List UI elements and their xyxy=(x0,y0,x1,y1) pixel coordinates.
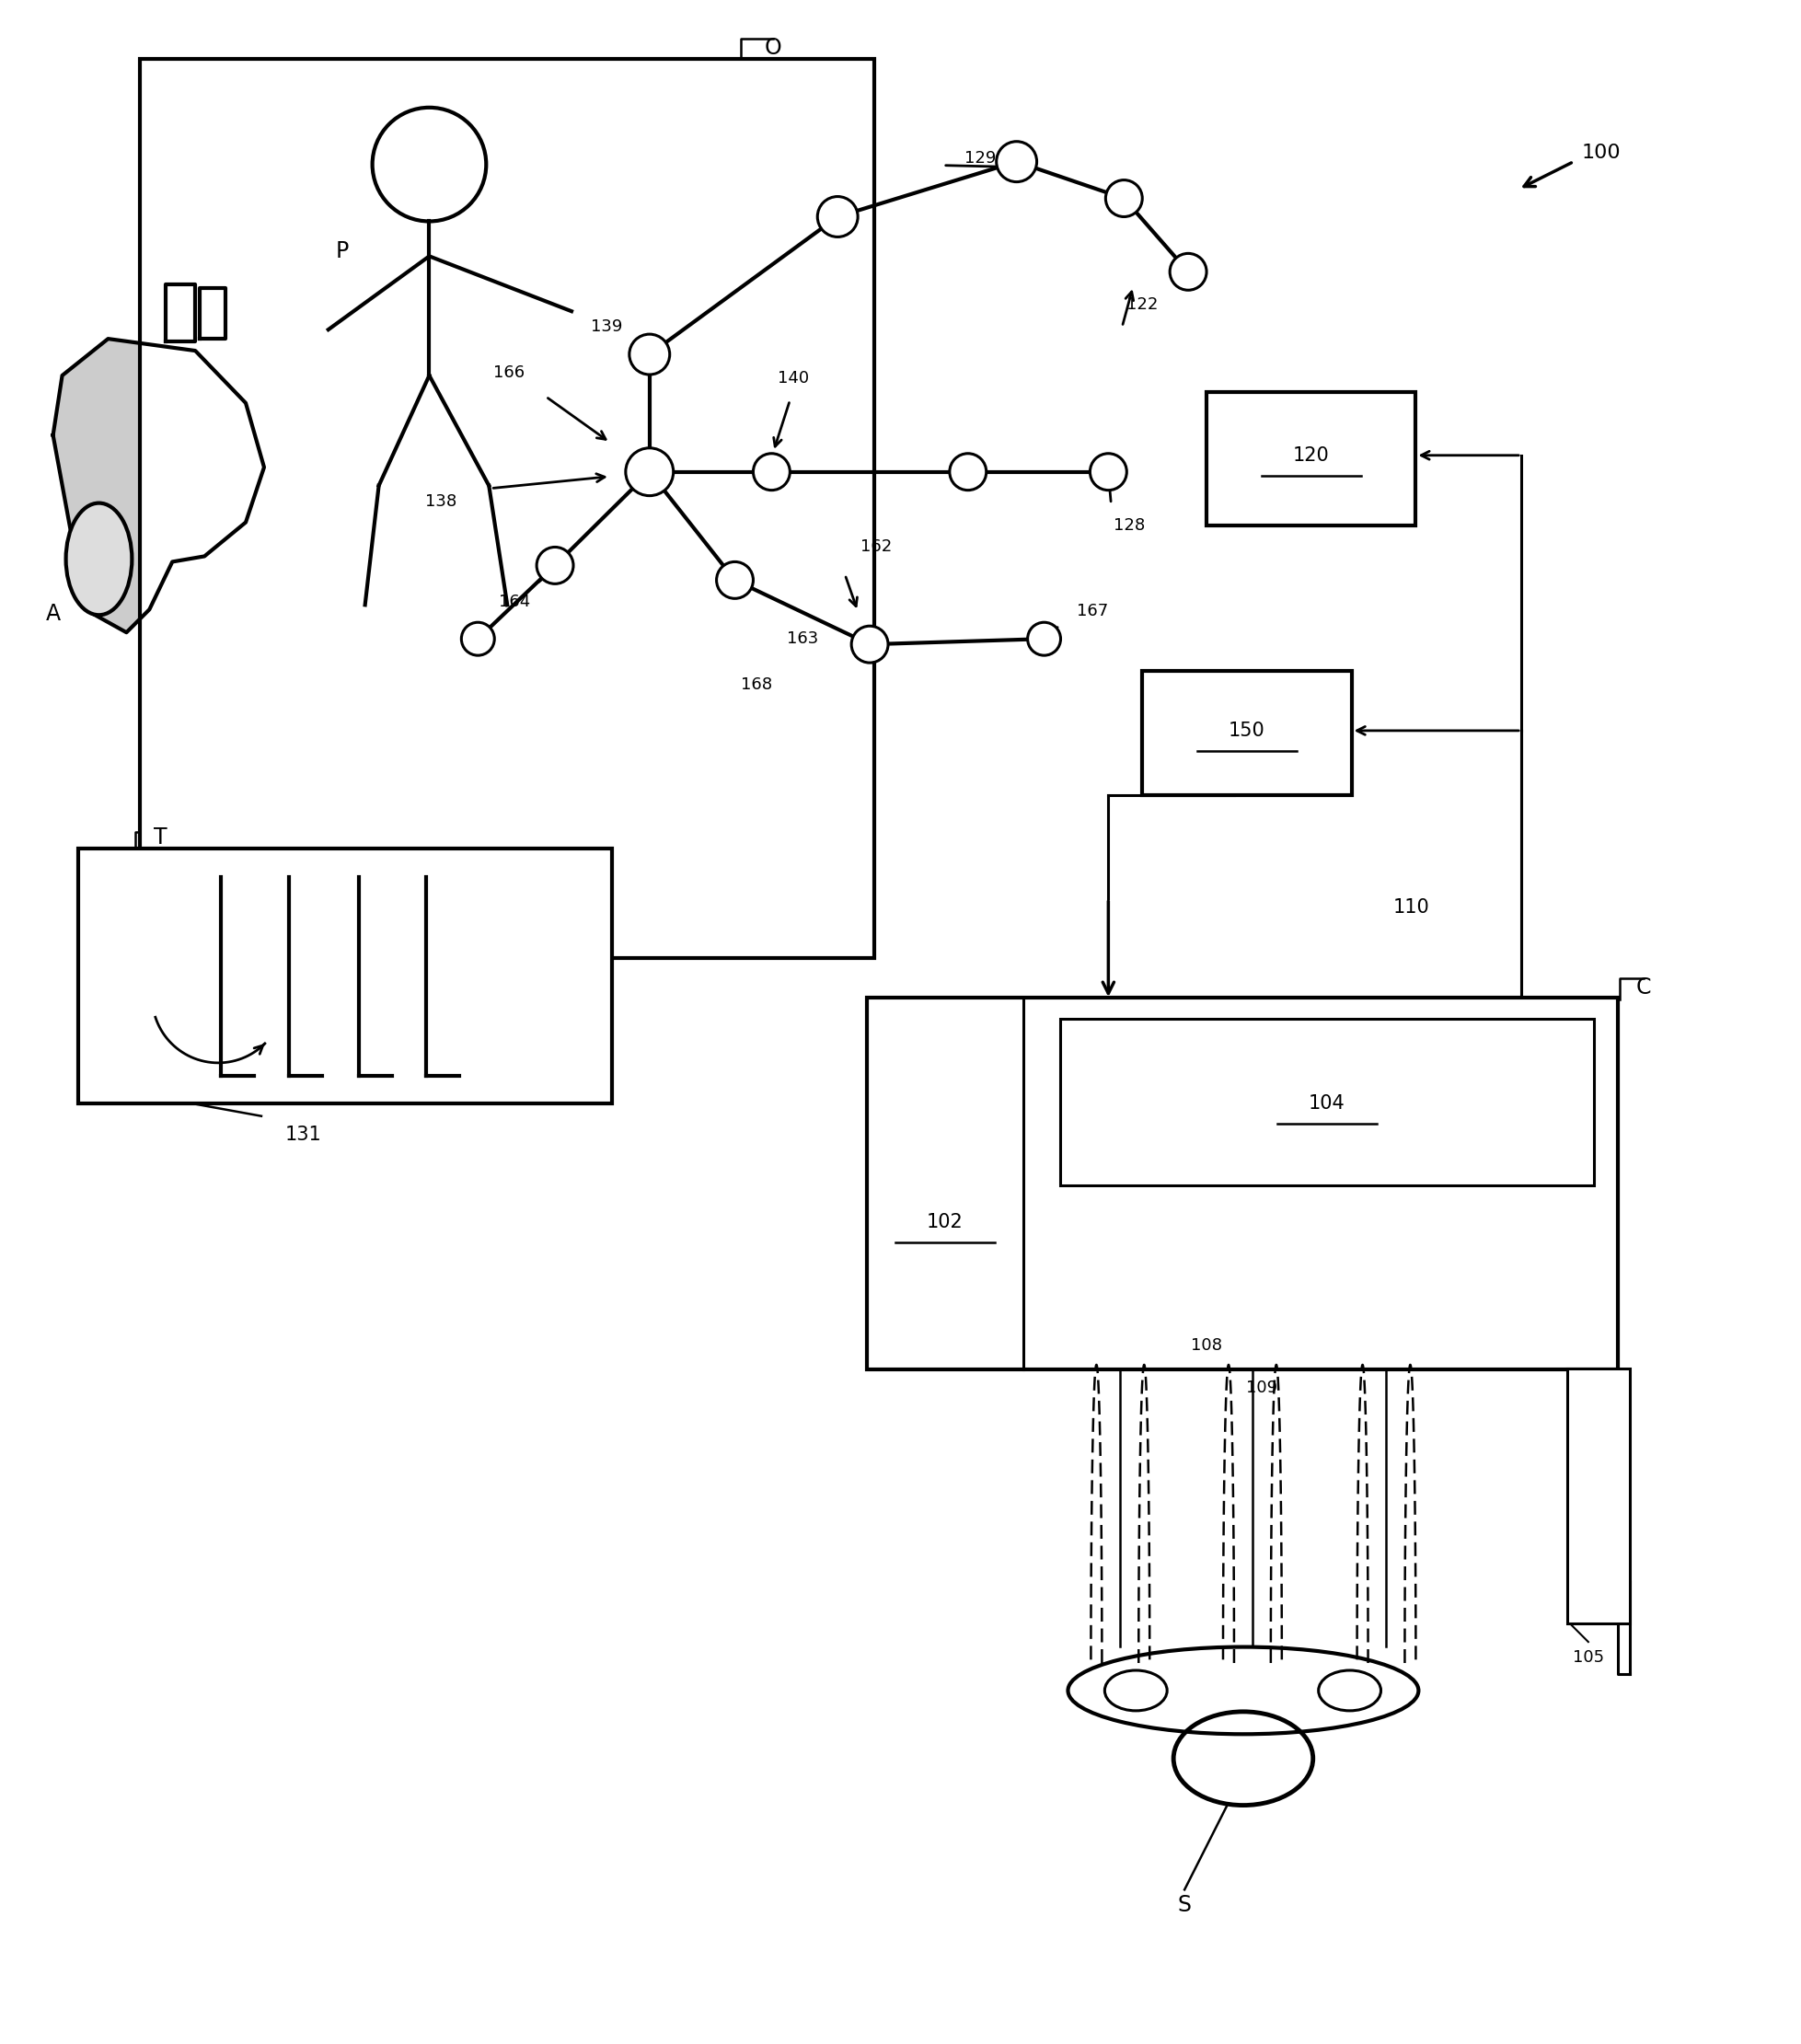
Text: 139: 139 xyxy=(591,319,621,335)
Circle shape xyxy=(1171,253,1207,290)
Text: 108: 108 xyxy=(1190,1337,1223,1353)
Text: 168: 168 xyxy=(742,677,773,693)
Circle shape xyxy=(818,196,857,237)
Text: 129: 129 xyxy=(964,149,996,166)
Text: 109: 109 xyxy=(1246,1380,1277,1396)
Circle shape xyxy=(717,562,753,599)
Text: P: P xyxy=(335,241,349,262)
Circle shape xyxy=(1028,621,1061,656)
Polygon shape xyxy=(52,339,265,632)
Text: 140: 140 xyxy=(778,370,809,386)
Circle shape xyxy=(949,454,987,491)
Text: 110: 110 xyxy=(1392,899,1430,918)
Bar xyxy=(77,848,612,1104)
Circle shape xyxy=(753,454,791,491)
Polygon shape xyxy=(166,284,195,341)
Bar xyxy=(1567,1367,1630,1623)
Circle shape xyxy=(629,333,670,374)
Circle shape xyxy=(996,141,1037,182)
Bar xyxy=(1142,670,1351,795)
Polygon shape xyxy=(200,288,225,339)
Text: 167: 167 xyxy=(1077,603,1108,619)
Text: 120: 120 xyxy=(1293,446,1329,464)
Text: 105: 105 xyxy=(1572,1650,1605,1666)
Bar xyxy=(140,59,873,959)
Circle shape xyxy=(625,448,674,497)
Text: C: C xyxy=(1635,977,1652,1000)
Text: 131: 131 xyxy=(285,1124,322,1145)
Text: 164: 164 xyxy=(499,595,529,611)
Circle shape xyxy=(1090,454,1127,491)
Text: 102: 102 xyxy=(928,1214,964,1233)
Ellipse shape xyxy=(67,503,131,615)
Text: O: O xyxy=(765,37,782,59)
Text: A: A xyxy=(45,603,61,625)
Text: 138: 138 xyxy=(425,493,457,509)
Bar xyxy=(1059,1018,1594,1186)
Text: 128: 128 xyxy=(1113,517,1145,533)
Bar xyxy=(1207,392,1416,525)
Text: 104: 104 xyxy=(1309,1094,1345,1112)
Text: 150: 150 xyxy=(1228,722,1266,740)
Text: T: T xyxy=(153,826,167,848)
Text: 100: 100 xyxy=(1581,143,1621,161)
Circle shape xyxy=(461,621,495,656)
Text: 166: 166 xyxy=(493,364,524,380)
Bar xyxy=(866,997,1617,1369)
Text: S: S xyxy=(1178,1895,1192,1917)
Circle shape xyxy=(852,625,888,662)
Text: 162: 162 xyxy=(861,540,891,556)
Text: 163: 163 xyxy=(787,632,818,648)
Text: 122: 122 xyxy=(1126,296,1158,313)
Circle shape xyxy=(1106,180,1142,217)
Circle shape xyxy=(537,548,573,585)
